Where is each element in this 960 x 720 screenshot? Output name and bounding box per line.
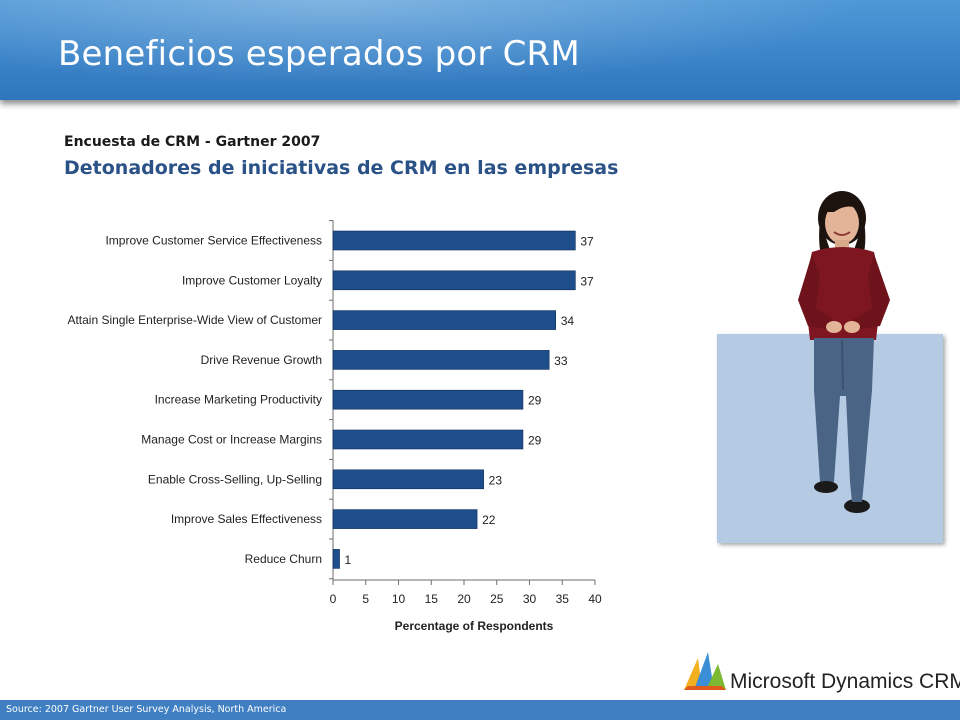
- x-tick-label: 5: [362, 592, 369, 606]
- bar: [332, 509, 478, 529]
- survey-subtitle: Encuesta de CRM - Gartner 2007: [64, 134, 321, 150]
- x-tick-label: 30: [523, 592, 537, 606]
- bar: [332, 270, 576, 291]
- x-tick-label: 40: [588, 592, 602, 606]
- bar: [332, 230, 576, 251]
- data-label: 23: [489, 473, 503, 487]
- data-label: 33: [554, 354, 568, 368]
- category-label: Improve Sales Effectiveness: [171, 512, 322, 526]
- data-label: 22: [482, 513, 496, 527]
- slide-title: Beneficios esperados por CRM: [58, 34, 580, 74]
- category-label: Manage Cost or Increase Margins: [141, 433, 322, 447]
- x-tick-label: 10: [392, 592, 406, 606]
- category-label: Drive Revenue Growth: [201, 353, 322, 367]
- chart-heading: Detonadores de iniciativas de CRM en las…: [64, 157, 619, 179]
- header-glow: [0, 0, 960, 100]
- bar-chart: Improve Customer Service Effectiveness 37…: [67, 220, 602, 633]
- microsoft-dynamics-logo: Microsoft Dynamics CRM: [682, 648, 960, 698]
- category-label: Increase Marketing Productivity: [155, 393, 322, 407]
- bar: [332, 310, 556, 330]
- data-label: 1: [345, 553, 352, 567]
- bar: [332, 389, 524, 410]
- bar: [332, 469, 484, 490]
- bar: [332, 549, 340, 569]
- x-tick-label: 35: [556, 592, 570, 606]
- x-tick-label: 25: [490, 592, 504, 606]
- footer-bar: Source: 2007 Gartner User Survey Analysi…: [0, 700, 960, 720]
- category-label: Reduce Churn: [245, 552, 322, 566]
- source-note: Source: 2007 Gartner User Survey Analysi…: [6, 704, 287, 715]
- x-tick-label: 20: [457, 592, 471, 606]
- woman-photo-illustration: [798, 191, 890, 513]
- header-bar: Beneficios esperados por CRM: [0, 0, 960, 100]
- x-axis-title: Percentage of Respondents: [395, 619, 554, 633]
- data-label: 37: [580, 235, 594, 249]
- x-tick-label: 15: [425, 592, 439, 606]
- category-label: Improve Customer Loyalty: [182, 273, 322, 287]
- x-tick-label: 0: [330, 592, 337, 606]
- bar: [332, 350, 550, 370]
- logo-text: Microsoft Dynamics CRM: [730, 670, 960, 693]
- data-label: 29: [528, 434, 542, 448]
- bar: [332, 429, 524, 450]
- category-label: Improve Customer Service Effectiveness: [105, 234, 322, 248]
- category-label: Enable Cross-Selling, Up-Selling: [148, 472, 322, 486]
- data-label: 37: [580, 274, 594, 288]
- category-label: Attain Single Enterprise-Wide View of Cu…: [67, 313, 322, 327]
- dynamics-logo-icon: [684, 652, 726, 690]
- data-label: 29: [528, 394, 542, 408]
- data-label: 34: [561, 314, 575, 328]
